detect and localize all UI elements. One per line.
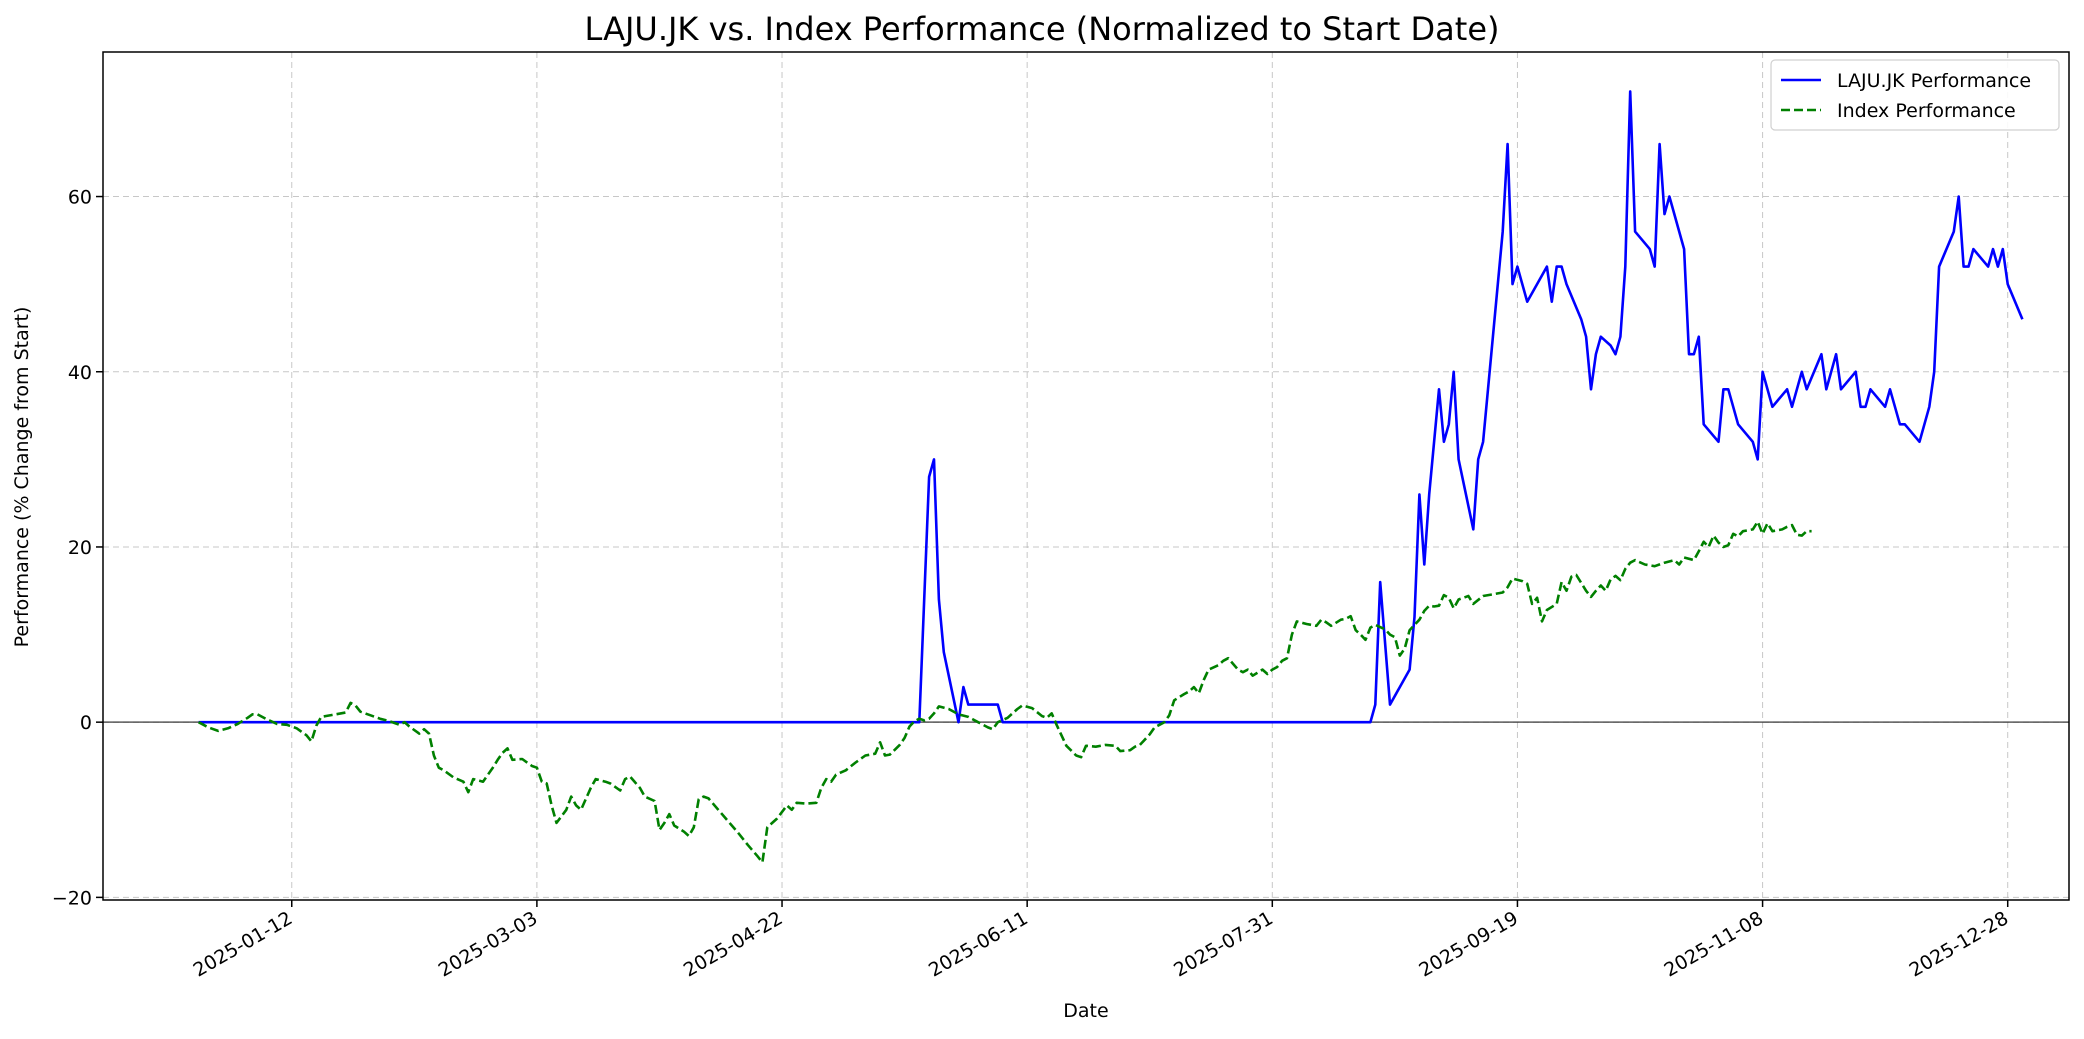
y-tick-label: 20	[68, 537, 92, 559]
x-tick-label: 2025-09-19	[1415, 907, 1522, 981]
index-performance-line	[197, 520, 1812, 864]
legend-box	[1770, 59, 2060, 131]
x-tick-label: 2025-07-31	[1170, 907, 1277, 981]
legend-label-index: Index Performance	[1837, 100, 2016, 122]
x-axis-label: Date	[1063, 1000, 1108, 1022]
x-axis-ticks: 2025-01-12 2025-03-03 2025-04-22 2025-06-11…	[190, 900, 2013, 982]
y-axis-label: Performance (% Change from Start)	[11, 307, 33, 648]
series-layer	[197, 90, 2024, 864]
laju-performance-line	[198, 90, 2024, 724]
x-tick-label: 2025-04-22	[680, 907, 787, 981]
x-tick-label: 2025-12-28	[1906, 907, 2013, 981]
chart-title: LAJU.JK vs. Index Performance (Normalize…	[585, 10, 1500, 48]
y-tick-label: 0	[80, 712, 92, 734]
plot-area-frame	[102, 51, 2070, 901]
x-tick-label: 2025-01-12	[190, 907, 297, 981]
x-tick-label: 2025-06-11	[925, 907, 1032, 981]
legend: LAJU.JK Performance Index Performance	[1770, 59, 2060, 131]
y-tick-label: −20	[52, 887, 92, 909]
y-tick-label: 60	[68, 187, 92, 209]
grid-layer	[103, 52, 2069, 900]
y-tick-label: 40	[68, 362, 92, 384]
y-axis-ticks: −20 0 20 40 60	[52, 187, 103, 909]
legend-label-laju: LAJU.JK Performance	[1837, 70, 2031, 92]
x-tick-label: 2025-03-03	[435, 907, 542, 981]
x-tick-label: 2025-11-08	[1660, 907, 1767, 981]
